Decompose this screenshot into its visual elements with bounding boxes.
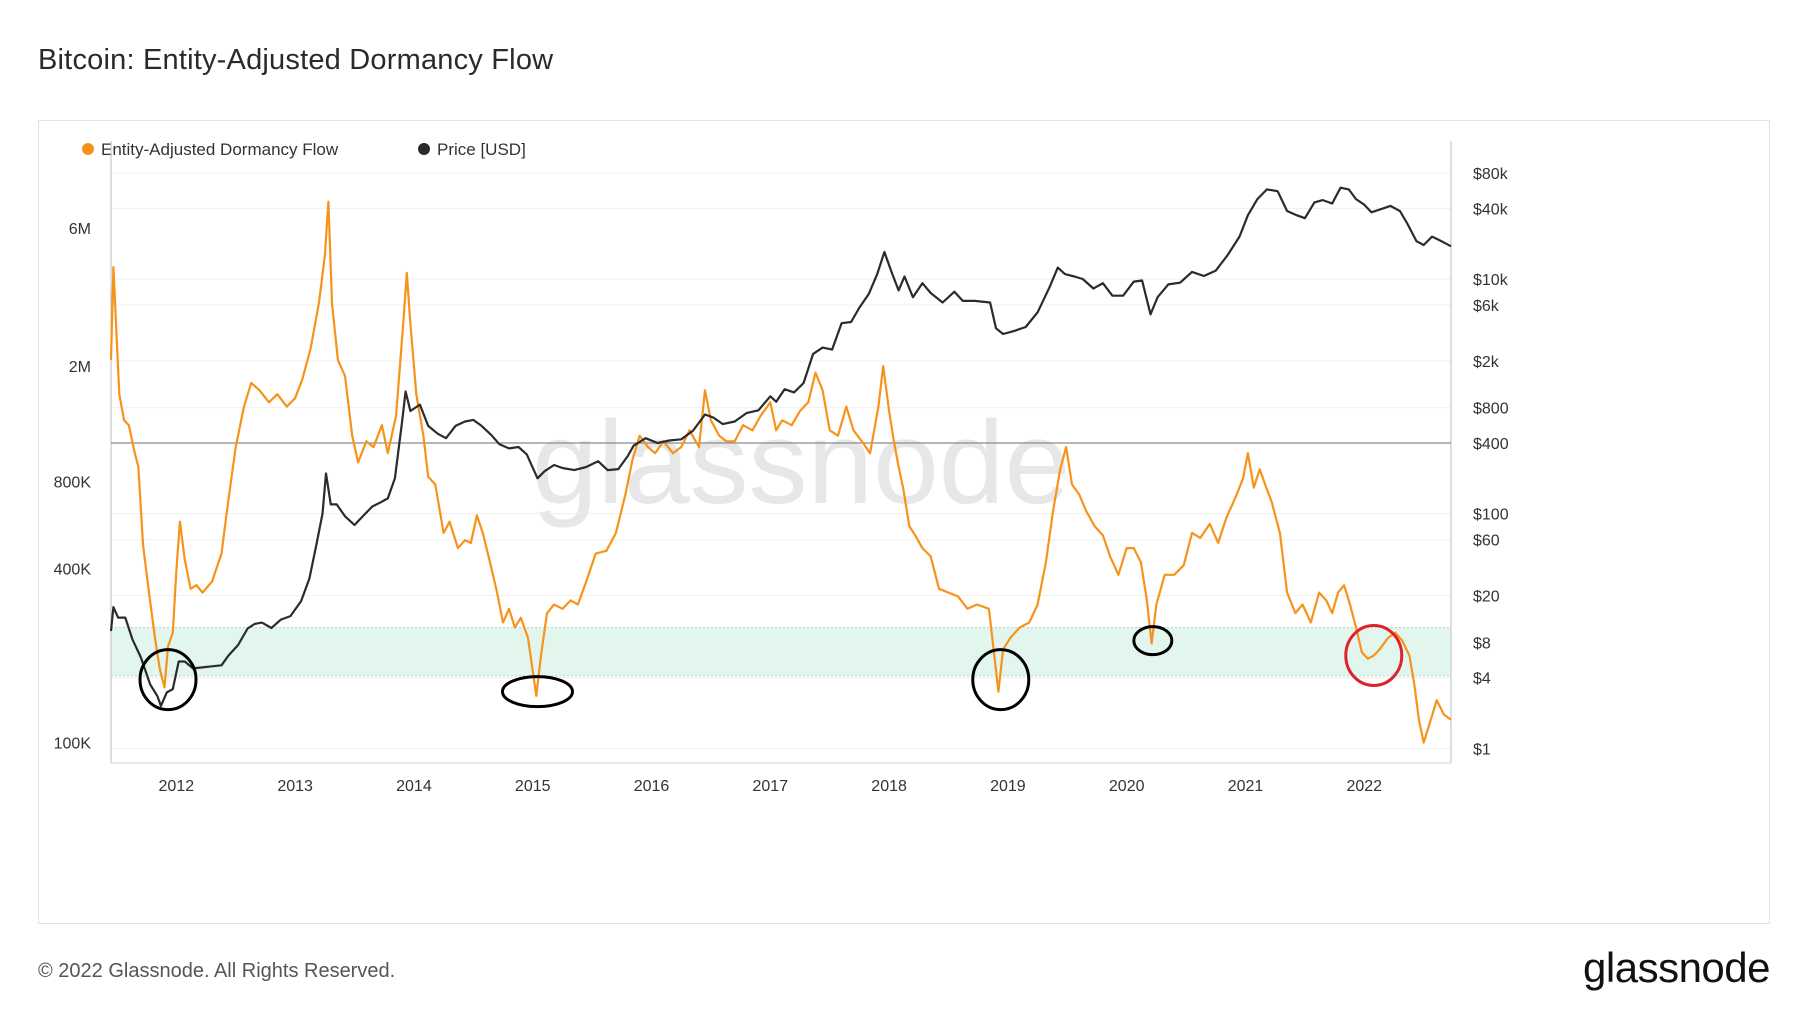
y-right-tick-label-12: $80k	[1473, 166, 1509, 183]
annotations	[138, 623, 1404, 712]
y-left-tick-label-2: 800K	[54, 474, 92, 491]
y-right-tick-label-3: $20	[1473, 589, 1500, 606]
support-band-fill	[111, 627, 1451, 676]
y-right-tick-label-1: $4	[1473, 671, 1491, 688]
chart-legend: Entity-Adjusted Dormancy Flow Price [USD…	[82, 140, 526, 159]
x-tick-label-10: 2022	[1346, 778, 1382, 795]
legend-label-dormancy[interactable]: Entity-Adjusted Dormancy Flow	[101, 140, 339, 159]
x-tick-label-7: 2019	[990, 778, 1026, 795]
y-right-tick-label-5: $100	[1473, 507, 1509, 524]
x-tick-label-4: 2016	[634, 778, 670, 795]
y-right-tick-label-2: $8	[1473, 635, 1491, 652]
axes	[110, 141, 1452, 764]
x-tick-label-3: 2015	[515, 778, 551, 795]
y-right-tick-label-7: $800	[1473, 401, 1509, 418]
y-right-tick-label-10: $10k	[1473, 272, 1509, 289]
page-title: Bitcoin: Entity-Adjusted Dormancy Flow	[38, 44, 554, 76]
footer-brand-logo: glassnode	[1583, 944, 1770, 991]
y-left-tick-label-1: 400K	[54, 561, 92, 578]
chart-svg: glassnode Entity-Adjusted Dormancy Flow …	[54, 140, 1509, 795]
support-band	[111, 626, 1451, 677]
y-right-tick-label-6: $400	[1473, 436, 1509, 453]
price-line	[109, 186, 1452, 707]
x-tick-label-8: 2020	[1109, 778, 1145, 795]
legend-dot-dormancy	[82, 143, 94, 155]
legend-dot-price	[418, 143, 430, 155]
chart-watermark: glassnode	[532, 397, 1070, 529]
y-right-tick-label-9: $6k	[1473, 298, 1500, 315]
black-circle-annotation-3	[1132, 625, 1174, 657]
x-tick-label-6: 2018	[871, 778, 907, 795]
black-circle-annotation-1	[500, 675, 574, 709]
x-tick-label-2: 2014	[396, 778, 432, 795]
x-tick-label-5: 2017	[753, 778, 789, 795]
y-right-tick-label-11: $40k	[1473, 201, 1509, 218]
x-tick-label-1: 2013	[277, 778, 313, 795]
y-left-tick-label-0: 100K	[54, 736, 92, 753]
y-right-tick-label-8: $2k	[1473, 354, 1500, 371]
x-tick-label-0: 2012	[159, 778, 195, 795]
black-circle-annotation-2	[971, 648, 1031, 712]
y-left-tick-label-3: 2M	[69, 359, 91, 376]
y-left-tick-label-4: 6M	[69, 221, 91, 238]
black-circle-annotation-0	[138, 648, 198, 712]
y-right-tick-label-0: $1	[1473, 741, 1491, 758]
red-circle-annotation-4	[1344, 623, 1404, 687]
x-tick-label-9: 2021	[1228, 778, 1264, 795]
dormancy-flow-line	[109, 200, 1452, 744]
y-right-tick-label-4: $60	[1473, 533, 1500, 550]
chart-frame: glassnode Entity-Adjusted Dormancy Flow …	[38, 120, 1770, 924]
legend-label-price[interactable]: Price [USD]	[437, 140, 526, 159]
footer-copyright: © 2022 Glassnode. All Rights Reserved.	[38, 960, 396, 982]
tick-labels: 2012 2013 2014 2015 2016 2017 2018 2019 2020 2021…	[54, 166, 1509, 795]
series-layer	[109, 186, 1452, 744]
